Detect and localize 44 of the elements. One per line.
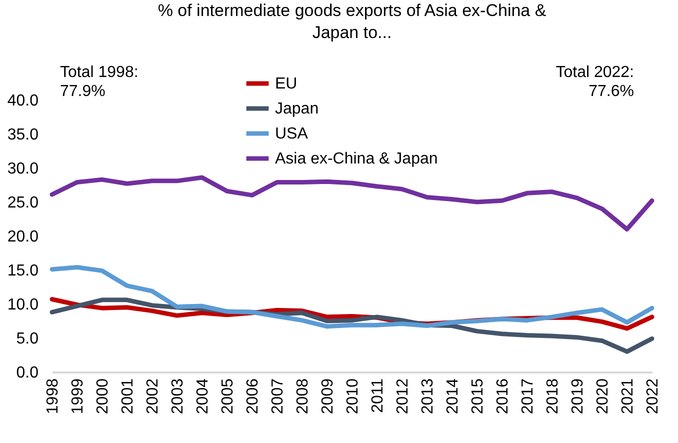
x-tick-label: 2006	[244, 378, 262, 414]
x-tick-label: 2001	[120, 378, 136, 414]
text: % of intermediate goods exports of Asia ex-China &	[158, 1, 546, 20]
x-tick-label: 2011	[370, 378, 386, 413]
text: Total 1998: 77.9%	[60, 64, 138, 100]
text: Total 2022: 77.6%	[556, 64, 634, 100]
x-tick-label: 2007	[270, 378, 286, 414]
legend-label: Japan	[275, 100, 319, 118]
y-tick-label: 25.0	[7, 194, 39, 212]
x-tick-label: 2008	[294, 378, 312, 414]
x-tick-label: 2019	[570, 378, 586, 414]
x-tick-label: 2009	[320, 378, 336, 414]
x-tick-label: 2016	[494, 378, 512, 414]
x-tick-label: 2004	[194, 378, 212, 414]
x-tick-label: 2000	[94, 378, 112, 414]
legend-label: USA	[275, 126, 308, 142]
x-tick-label: 2017	[520, 378, 536, 414]
x-tick-label: 2010	[344, 378, 362, 414]
y-tick-label: 35.0	[7, 126, 39, 144]
x-tick-label: 2005	[220, 378, 236, 414]
x-tick-label: 2014	[444, 378, 462, 414]
text: Japan to...	[312, 23, 392, 42]
x-tick-label: 2012	[394, 378, 412, 414]
x-tick-label: 2002	[144, 378, 162, 414]
y-tick-label: 15.0	[7, 262, 39, 280]
x-tick-label: 2013	[420, 378, 436, 414]
y-tick-label: 20.0	[7, 228, 39, 246]
x-tick-label: 1999	[70, 378, 86, 414]
x-tick-label: 2022	[644, 378, 662, 414]
x-tick-label: 1998	[44, 378, 62, 414]
y-tick-label: 5.0	[16, 330, 39, 348]
x-tick-label: 2018	[544, 378, 562, 414]
x-tick-label: 2020	[594, 378, 612, 414]
line-series	[50, 265, 654, 329]
legend-label: Asia ex-China & Japan	[275, 150, 438, 168]
x-tick-label: 2021	[620, 378, 636, 414]
y-tick-label: 30.0	[7, 160, 39, 178]
line-series	[50, 175, 654, 232]
x-tick-label: 2015	[470, 378, 486, 414]
legend-label: EU	[275, 76, 298, 92]
y-tick-label: 0.0	[16, 364, 39, 382]
x-tick-label: 2003	[170, 378, 186, 414]
y-tick-label: 40.0	[7, 92, 39, 110]
y-tick-label: 10.0	[7, 296, 39, 314]
